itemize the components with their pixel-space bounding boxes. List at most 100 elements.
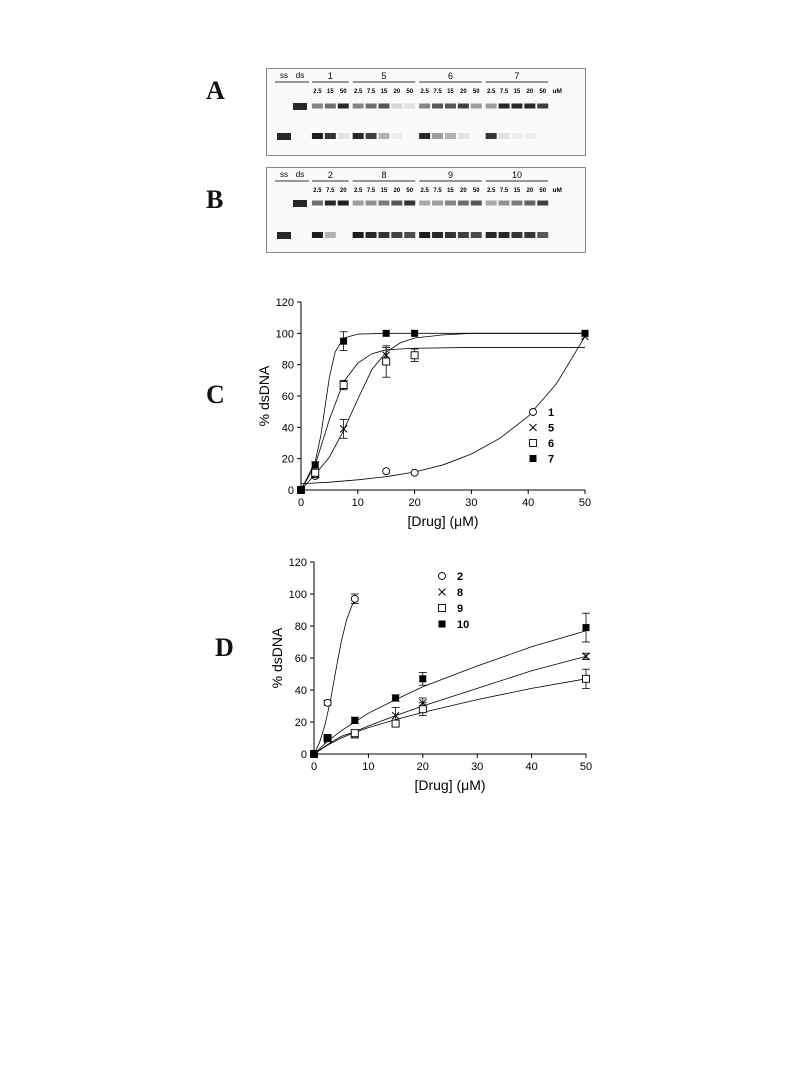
gel-conc-label: 50	[473, 188, 480, 194]
data-point-series-10	[392, 694, 400, 702]
data-point-series-5	[339, 425, 348, 433]
gel-conc-label: 7.5	[433, 188, 442, 194]
gel-band-upper	[432, 103, 444, 109]
gel-conc-label: 15	[447, 188, 454, 194]
gel-band-upper	[432, 200, 444, 206]
legend-marker-9	[438, 604, 446, 612]
gel-conc-label: 20	[527, 89, 534, 95]
data-point-series-7	[311, 461, 319, 469]
gel-band-lower	[524, 232, 536, 238]
data-point-series-7	[581, 329, 589, 337]
gel-band-upper	[419, 200, 431, 206]
gel-conc-label: 2.5	[354, 188, 363, 194]
gel-band-lower	[337, 133, 349, 139]
data-point-series-9	[418, 705, 427, 714]
gel-ref-label-ss: ss	[280, 170, 288, 179]
gel-conc-label: 2.5	[313, 188, 322, 194]
gel-conc-label: 15	[514, 89, 521, 95]
gel-band-upper	[470, 200, 482, 206]
gel-conc-label: 15	[514, 188, 521, 194]
gel-ref-label-ss: ss	[280, 71, 288, 80]
gel-band-upper	[511, 103, 523, 109]
y-tick-label: 40	[282, 422, 294, 434]
gel-band-lower	[457, 232, 469, 238]
data-point-series-6	[410, 351, 419, 360]
fit-curve-series-1	[300, 336, 586, 485]
legend-label-2: 2	[457, 571, 463, 583]
gel-band-lower	[511, 133, 523, 139]
gel-band-ds	[293, 200, 307, 207]
y-tick-label: 40	[295, 685, 307, 697]
gel-ref-label-ds: ds	[296, 71, 304, 80]
gel-band-upper	[537, 200, 549, 206]
gel-conc-label: 7.5	[326, 188, 335, 194]
gel-group-label: 10	[512, 170, 522, 180]
gel-band-upper	[337, 200, 349, 206]
fit-curve-series-9	[313, 678, 587, 755]
gel-b-canvas: ss ds 2 2.5 7.5 20 8 2.5 7.5 15 20 50 9 2.5 7.5 15 20 50 1…	[275, 170, 562, 239]
gel-conc-label: 50	[406, 89, 413, 95]
gel-band-lower	[537, 232, 549, 238]
gel-group-label: 1	[328, 71, 333, 81]
gel-conc-label: 2.5	[313, 89, 322, 95]
gel-band-lower	[524, 133, 536, 139]
gel-band-upper	[391, 200, 403, 206]
data-point-series-9	[350, 729, 359, 738]
gel-conc-label: 50	[539, 89, 546, 95]
legend-label-8: 8	[457, 587, 463, 599]
gel-conc-label: 50	[539, 188, 546, 194]
gel-band-upper	[352, 103, 364, 109]
y-tick-label: 100	[289, 589, 307, 601]
gel-band-upper	[485, 103, 497, 109]
gel-band-lower	[365, 232, 377, 238]
legend-marker-6	[529, 439, 537, 447]
gel-band-lower	[311, 232, 323, 238]
data-point-series-9	[582, 674, 590, 683]
data-point-series-1	[410, 468, 419, 477]
gel-conc-label: 50	[340, 89, 347, 95]
gel-band-lower	[498, 232, 510, 238]
legend-marker-1	[529, 408, 537, 416]
gel-conc-label: 7.5	[367, 89, 376, 95]
y-axis-label: % dsDNA	[269, 627, 285, 688]
gel-group-label: 9	[448, 170, 453, 180]
fit-curve-series-8	[313, 656, 587, 755]
gel-conc-label: 7.5	[500, 188, 509, 194]
data-point-series-6	[339, 381, 348, 389]
fit-curve-series-6	[300, 347, 585, 491]
legend-marker-7	[529, 455, 537, 462]
gel-unit-label: uM	[553, 187, 562, 194]
gel-unit-label: uM	[553, 88, 562, 95]
gel-band-upper	[378, 103, 390, 109]
gel-conc-label: 20	[394, 89, 401, 95]
gel-group-label: 7	[514, 71, 519, 81]
gel-band-upper	[498, 103, 510, 109]
fit-curve-series-7	[300, 332, 585, 491]
gel-conc-label: 7.5	[367, 188, 376, 194]
gel-band-upper	[404, 103, 416, 109]
gel-band-upper	[365, 200, 377, 206]
data-point-series-10	[419, 675, 427, 683]
y-tick-label: 20	[282, 454, 294, 466]
y-tick-label: 20	[295, 717, 307, 729]
gel-conc-label: 20	[460, 89, 467, 95]
y-tick-label: 60	[295, 653, 307, 665]
chart-c-canvas: 0 20 40 60 80 100 120 0 10 20 30 40 50 [Drug] (μM) % d…	[256, 297, 591, 529]
data-point-series-2	[350, 594, 359, 603]
y-tick-label: 120	[276, 297, 294, 309]
gel-band-lower	[391, 232, 403, 238]
legend-marker-5	[529, 423, 537, 432]
y-tick-label: 60	[282, 391, 294, 403]
gel-band-ss	[277, 232, 291, 239]
gel-conc-label: 20	[527, 188, 534, 194]
panel-label-d: D	[215, 633, 234, 662]
gel-conc-label: 15	[381, 89, 388, 95]
y-tick-label: 80	[282, 360, 294, 372]
data-point-series-10	[351, 716, 359, 724]
gel-conc-label: 2.5	[487, 188, 496, 194]
gel-conc-label: 15	[447, 89, 454, 95]
x-tick-label: 20	[417, 761, 429, 773]
gel-band-lower	[365, 133, 377, 139]
gel-conc-label: 7.5	[433, 89, 442, 95]
gel-band-lower	[352, 232, 364, 238]
